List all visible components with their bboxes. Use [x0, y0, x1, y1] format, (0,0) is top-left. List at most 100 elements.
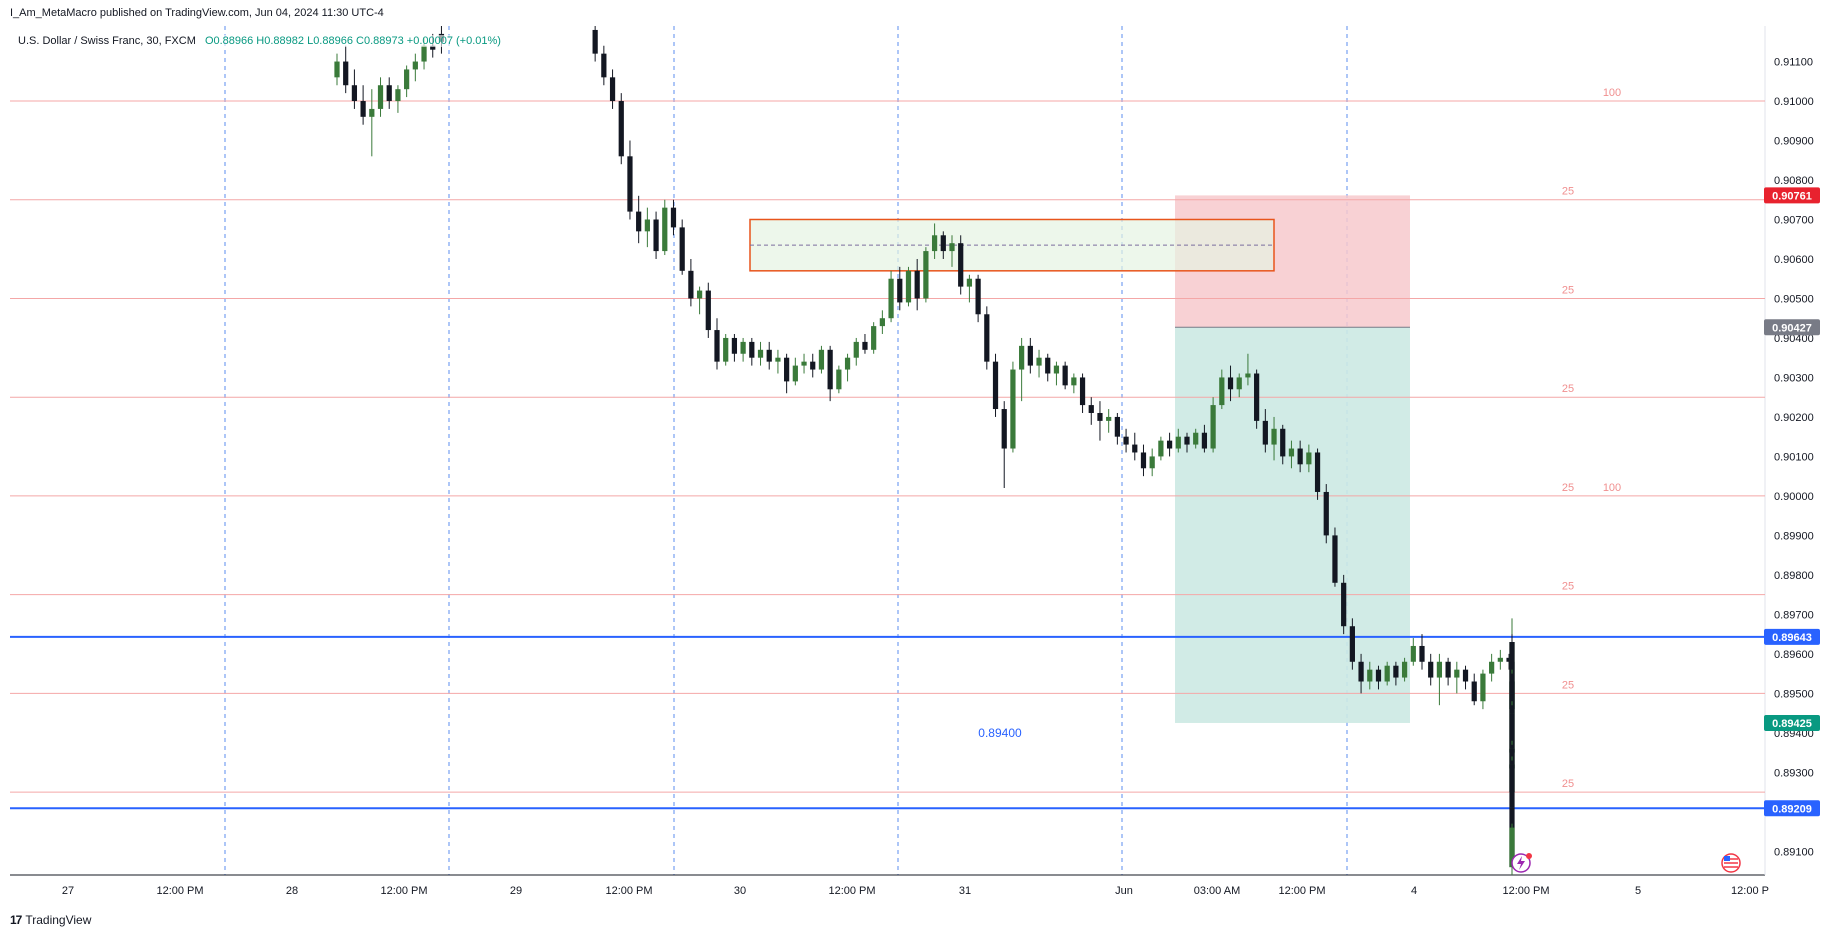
- candle-body: [1323, 491, 1329, 536]
- candle-body: [1019, 345, 1025, 370]
- candle: [992, 353, 999, 417]
- candle-body: [1071, 377, 1077, 386]
- candle-body: [1219, 377, 1225, 406]
- candle: [1106, 409, 1112, 433]
- candle-body: [1227, 377, 1234, 390]
- candle-body: [801, 361, 807, 366]
- candle-body: [1454, 669, 1460, 678]
- candle: [949, 235, 955, 267]
- candle: [775, 349, 781, 374]
- candle-body: [818, 349, 825, 370]
- candle-body: [1132, 444, 1138, 453]
- price-tick-label: 0.90200: [1774, 412, 1814, 424]
- candle: [1454, 661, 1460, 694]
- time-tick-label: 12:00 PM: [380, 885, 427, 897]
- candle: [653, 211, 659, 259]
- price-badge: [1764, 319, 1820, 336]
- candle: [343, 45, 349, 94]
- candle-body: [1036, 357, 1042, 366]
- price-tick-label: 0.90400: [1774, 333, 1814, 345]
- candle-body: [914, 270, 920, 299]
- candle: [1297, 440, 1303, 473]
- candle: [351, 69, 358, 109]
- candle: [360, 85, 366, 125]
- price-tick-label: 0.89500: [1774, 688, 1814, 700]
- candle-body: [1245, 373, 1251, 378]
- candle-body: [784, 357, 790, 382]
- candle: [1462, 665, 1469, 690]
- fib-level-label: 100: [1603, 482, 1621, 494]
- horizontal-lines-layer: 100 25 25 25 25 100 25 25 25: [10, 87, 1765, 810]
- candle: [1123, 428, 1129, 453]
- candle: [827, 345, 833, 402]
- candle: [1384, 661, 1390, 686]
- price-badge-label: 0.89643: [1772, 632, 1812, 644]
- candle: [369, 89, 375, 157]
- candle: [914, 258, 920, 311]
- candle-body: [888, 278, 894, 319]
- symbol-legend[interactable]: U.S. Dollar / Swiss Franc, 30, FXCM O0.8…: [18, 35, 501, 47]
- candle-body: [984, 314, 990, 362]
- candle: [1254, 369, 1260, 429]
- candle-body: [923, 251, 929, 299]
- alert-dot: [1526, 853, 1532, 859]
- lightning-glyph: [1517, 856, 1525, 870]
- candle: [1019, 337, 1025, 402]
- candle-body: [1210, 405, 1216, 449]
- candle-body: [369, 108, 375, 117]
- candle: [1428, 653, 1434, 686]
- candle: [1210, 397, 1216, 453]
- candle-body: [1489, 661, 1495, 674]
- candle-body: [714, 330, 720, 362]
- candle-body: [1175, 436, 1181, 449]
- candle-body: [412, 61, 418, 70]
- candle: [688, 258, 694, 307]
- candle: [377, 77, 384, 117]
- candle: [897, 266, 903, 311]
- candle: [1193, 428, 1199, 449]
- take-profit-zone: [1175, 327, 1410, 723]
- candle: [636, 195, 642, 244]
- candle-body: [1236, 377, 1242, 390]
- candle-body: [992, 361, 999, 410]
- price-tick-label: 0.89300: [1774, 767, 1814, 779]
- candle-body: [740, 341, 746, 354]
- candle-body: [1436, 661, 1443, 678]
- fib-level-label: 25: [1562, 581, 1574, 593]
- price-tick-label: 0.89600: [1774, 649, 1814, 661]
- candle-body: [636, 211, 642, 232]
- candle: [1323, 484, 1329, 544]
- candle-body: [1332, 535, 1338, 583]
- candle: [1219, 369, 1225, 410]
- candle: [984, 306, 990, 370]
- candle: [1410, 638, 1416, 666]
- candle-body: [1027, 345, 1033, 366]
- candle-body: [1149, 456, 1155, 469]
- candle: [810, 353, 816, 378]
- candle: [662, 199, 668, 256]
- time-tick-label: 12:00 P: [1731, 885, 1769, 897]
- candle-body: [705, 290, 711, 331]
- time-tick-label: 12:00 PM: [1502, 885, 1549, 897]
- tradingview-footer[interactable]: 17 TradingView: [10, 913, 91, 927]
- candle: [958, 235, 964, 295]
- price-badge-label: 0.90427: [1772, 322, 1812, 334]
- candle-body: [601, 53, 607, 78]
- candle: [871, 322, 877, 354]
- candle: [888, 270, 894, 323]
- candle-body: [1262, 420, 1268, 445]
- time-tick-label: 5: [1635, 885, 1641, 897]
- price-tick-label: 0.89900: [1774, 530, 1814, 542]
- candle: [1314, 448, 1321, 500]
- candle-body: [958, 243, 964, 287]
- candle: [1393, 661, 1399, 686]
- candle: [1401, 657, 1408, 682]
- candle-body: [1401, 661, 1408, 678]
- price-tick-label: 0.90300: [1774, 372, 1814, 384]
- candle: [1341, 574, 1347, 635]
- candle-body: [1201, 432, 1208, 449]
- fib-level-label: 25: [1562, 186, 1574, 198]
- candle: [386, 77, 392, 109]
- candle: [705, 282, 711, 338]
